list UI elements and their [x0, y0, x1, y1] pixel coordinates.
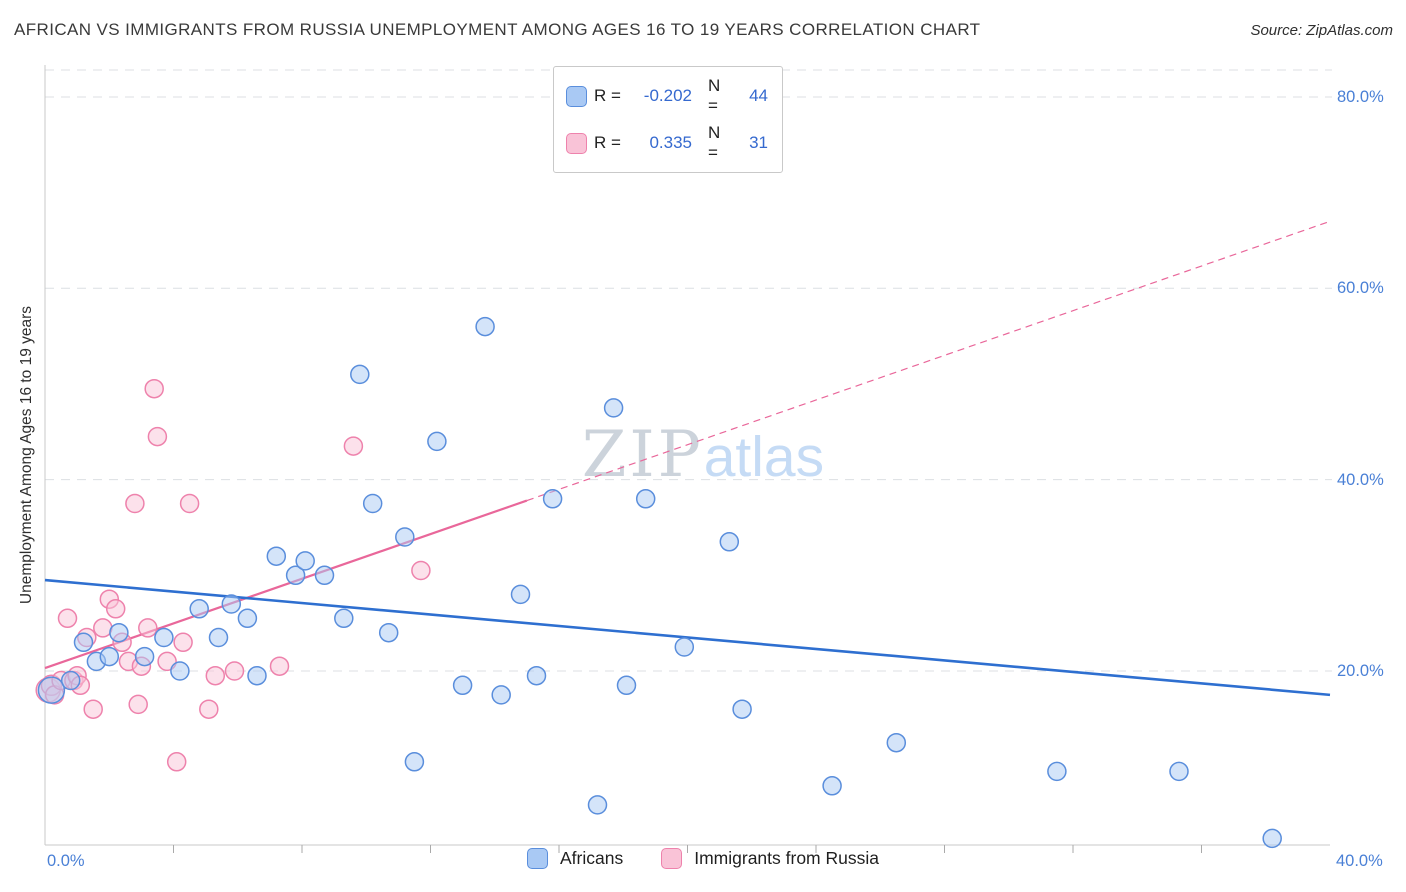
y-axis-title: Unemployment Among Ages 16 to 19 years [18, 305, 35, 605]
africans-trendline [44, 578, 1331, 697]
scatter-point [395, 527, 415, 547]
r-label: R = [594, 86, 621, 105]
scatter-point [314, 565, 335, 586]
scatter-point [221, 594, 242, 614]
russia-legend-swatch [566, 132, 587, 154]
scatter-point [674, 637, 695, 657]
scatter-point [404, 752, 425, 772]
scatter-point [362, 493, 383, 514]
scatter-point [57, 608, 78, 629]
scatter-point [526, 665, 547, 686]
scatter-point [144, 378, 164, 399]
scatter-point [334, 608, 354, 629]
scatter-series-russia [35, 378, 431, 772]
x-tick-label-0: 0.0% [47, 852, 85, 870]
africans-series-label: Africans [560, 848, 624, 868]
scatter-point [73, 632, 94, 653]
scatter-point [83, 699, 103, 719]
scatter-point [1047, 761, 1067, 782]
scatter-point [173, 632, 193, 653]
scatter-point [886, 732, 907, 753]
russia-trendline-dashed [526, 220, 1331, 502]
scatter-point [60, 670, 81, 691]
n-value-africans: 44 [749, 86, 768, 105]
scatter-point [378, 622, 399, 643]
scatter-point [427, 431, 447, 452]
scatter-point [247, 665, 267, 686]
n-value-russia: 31 [749, 133, 768, 152]
r-label: R = [594, 133, 621, 152]
correlation-legend-box: R = -0.202 N = 44 R = 0.335 N = 31 [553, 66, 783, 173]
scatter-point [99, 646, 120, 667]
r-value-russia: 0.335 [649, 133, 692, 152]
legend-row-russia: R = 0.335 N = 31 [566, 123, 768, 163]
scatter-point [1262, 828, 1282, 849]
scatter-point [350, 364, 370, 385]
scatter-point [452, 675, 473, 696]
africans-legend-swatch [566, 85, 587, 107]
scatter-point [205, 665, 226, 686]
scatter-point [603, 398, 624, 418]
scatter-point [208, 627, 229, 648]
scatter-point [269, 656, 290, 676]
scatter-point [109, 622, 129, 643]
y-tick-label-40: 40.0% [1337, 470, 1384, 489]
scatter-point [491, 685, 511, 705]
scatter-point [147, 426, 168, 447]
scatter-point [295, 551, 315, 571]
scatter-point [37, 676, 66, 704]
scatter-point [732, 699, 752, 719]
scatter-point [138, 618, 158, 638]
scatter-point [475, 316, 495, 337]
series-legend: Africans Immigrants from Russia [527, 848, 879, 869]
scatter-point [1169, 761, 1189, 782]
russia-series-label: Immigrants from Russia [694, 848, 879, 868]
scatter-point [237, 608, 258, 629]
y-tick-label-80: 80.0% [1337, 87, 1384, 106]
scatter-point [635, 489, 656, 509]
scatter-point [587, 795, 608, 815]
y-tick-label-20: 20.0% [1337, 661, 1384, 680]
legend-row-africans: R = -0.202 N = 44 [566, 76, 768, 116]
scatter-point [166, 752, 187, 772]
scatter-point [199, 699, 219, 719]
scatter-point [343, 436, 364, 456]
africans-series-swatch [527, 848, 549, 869]
n-label: N = [708, 123, 721, 162]
scatter-point [510, 584, 531, 605]
scatter-point [616, 675, 637, 696]
scatter-point [285, 565, 306, 586]
scatter-point [224, 661, 245, 681]
page-title: AFRICAN VS IMMIGRANTS FROM RUSSIA UNEMPL… [14, 20, 981, 39]
scatter-point [822, 776, 842, 796]
scatter-point [93, 618, 113, 638]
scatter-point [411, 560, 431, 581]
r-value-africans: -0.202 [643, 86, 692, 105]
russia-series-swatch [661, 848, 683, 869]
watermark-atlas-text: atlas [703, 425, 825, 489]
scatter-point [128, 694, 148, 715]
scatter-point [125, 493, 145, 514]
scatter-series-africans [37, 115, 1282, 849]
scatter-point [542, 489, 563, 509]
scatter-point [105, 599, 126, 619]
scatter-point [266, 546, 287, 566]
scatter-point [154, 627, 174, 648]
scatter-point [189, 599, 209, 619]
y-tick-label-60: 60.0% [1337, 279, 1384, 298]
scatter-point [170, 661, 190, 681]
scatter-point [134, 646, 155, 667]
scatter-point [719, 532, 740, 552]
scatter-point [179, 493, 200, 514]
zipatlas-watermark: ZIPatlas [582, 418, 824, 492]
x-tick-label-40: 40.0% [1336, 852, 1383, 870]
source-attribution: Source: ZipAtlas.com [1250, 22, 1393, 39]
n-label: N = [708, 76, 721, 115]
